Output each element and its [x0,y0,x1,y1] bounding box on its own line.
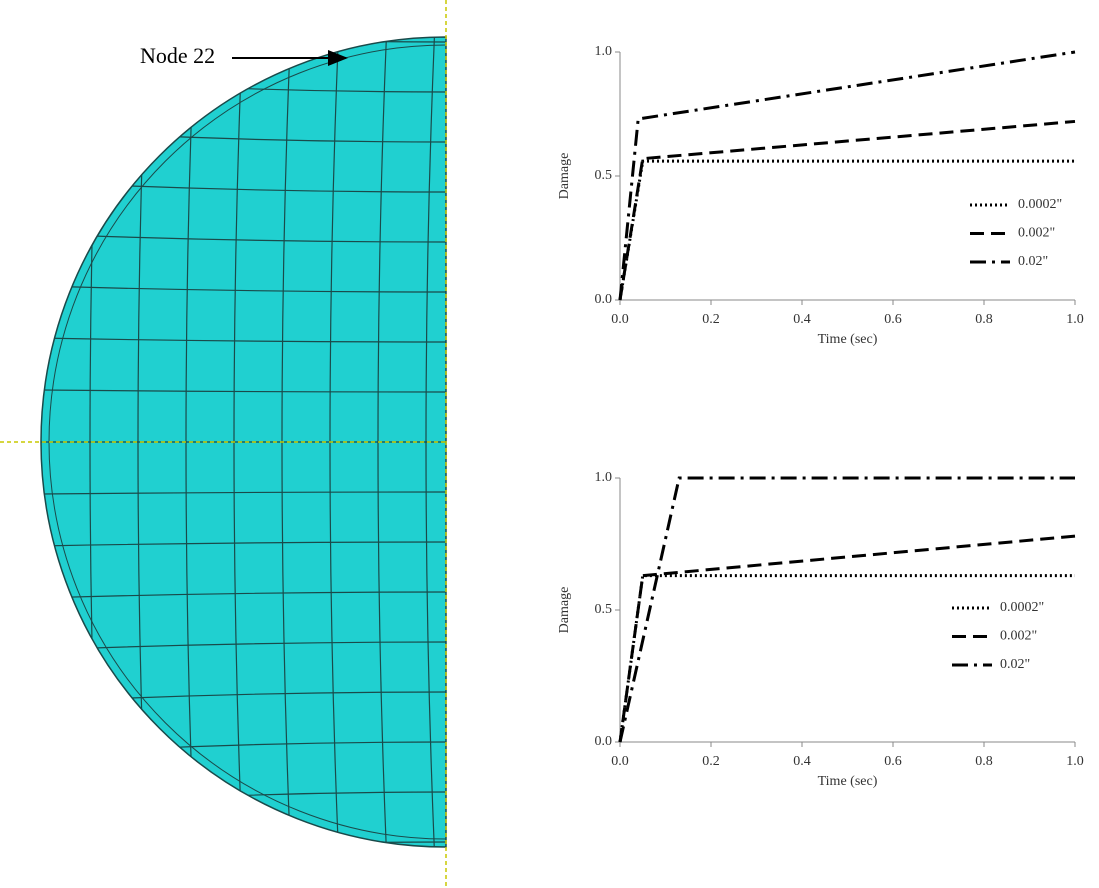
x-tick-label: 0.8 [975,754,993,769]
x-tick-label: 1.0 [1066,754,1084,769]
y-axis-label: Damage [557,587,572,634]
x-tick-label: 0.2 [702,754,720,769]
y-tick-label: 1.0 [595,44,613,59]
y-tick-label: 0.5 [595,602,613,617]
annotation: Node 22 [140,43,215,68]
x-tick-label: 0.6 [884,754,902,769]
x-tick-label: 0.4 [793,754,811,769]
legend-label: 0.0002" [1000,600,1044,615]
y-tick-label: 0.0 [595,734,613,749]
x-tick-label: 0.6 [884,312,902,327]
legend-label: 0.02" [1018,254,1048,269]
x-tick-label: 1.0 [1066,312,1084,327]
x-tick-label: 0.8 [975,312,993,327]
x-tick-label: 0.4 [793,312,811,327]
y-axis-label: Damage [557,153,572,200]
y-tick-label: 0.5 [595,168,613,183]
legend-label: 0.002" [1000,629,1037,644]
x-axis-label: Time (sec) [818,774,878,789]
x-tick-label: 0.2 [702,312,720,327]
line-series [620,121,1075,300]
legend-label: 0.02" [1000,657,1030,672]
x-tick-label: 0.0 [611,754,629,769]
figure: Node 22 0.0 0.5 1.0 0.0 0.2 0.4 0.6 0.8 1.0 Time … [0,0,1099,888]
legend-label: 0.002" [1018,226,1055,241]
x-tick-label: 0.0 [611,312,629,327]
y-tick-label: 0.0 [595,292,613,307]
legend-label: 0.0002" [1018,197,1062,212]
y-tick-label: 1.0 [595,470,613,485]
mesh-line [40,26,446,42]
line-series [620,161,1075,300]
mesh-line [40,842,446,858]
x-axis-label: Time (sec) [818,332,878,347]
mesh [0,0,446,888]
